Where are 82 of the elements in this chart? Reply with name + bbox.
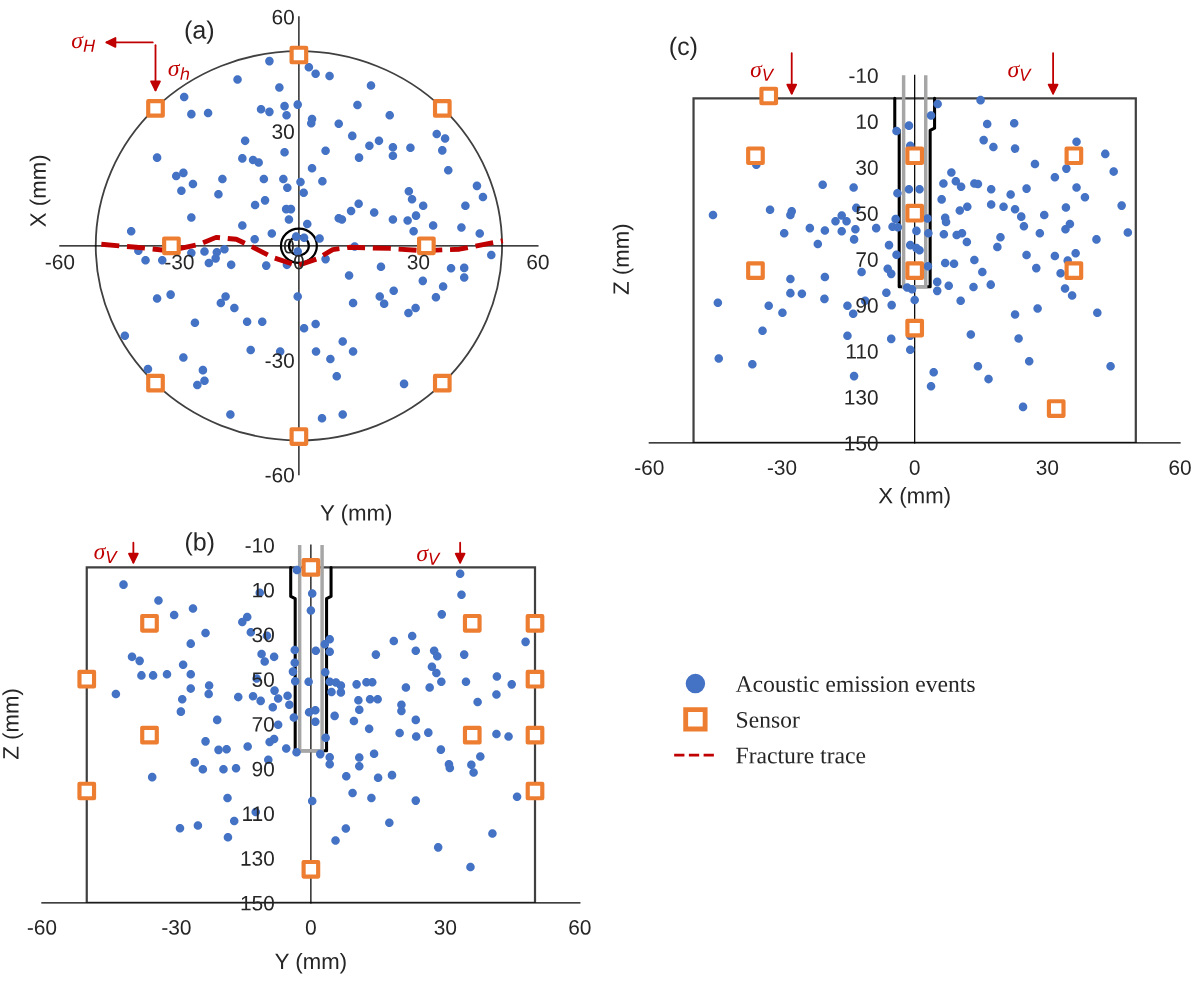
point: [462, 725, 482, 745]
x-tick-label: 30: [407, 254, 430, 270]
point: [905, 203, 925, 223]
point: [289, 45, 309, 65]
point: [146, 373, 165, 393]
point: [146, 99, 165, 118]
annotation: σ$_{V}$: [94, 546, 118, 563]
point: [525, 669, 545, 689]
point: [1064, 146, 1084, 166]
annotation: σ$_{V}$: [417, 548, 441, 565]
x-tick-label: 60: [569, 920, 591, 935]
point: [1046, 399, 1066, 418]
legend-label: Acoustic emission events: [735, 676, 975, 693]
point: [289, 427, 309, 446]
point: [525, 613, 545, 633]
annotation: (a): [185, 20, 214, 44]
y-tick-label: 60: [272, 9, 294, 25]
point: [77, 669, 97, 689]
legend-label: Sensor: [737, 711, 800, 728]
point: [140, 725, 159, 745]
y-tick-label: 50: [856, 206, 878, 221]
y-tick-label: -10: [245, 538, 274, 553]
y-tick-label: -10: [849, 68, 878, 84]
point: [525, 725, 545, 745]
y-tick-label: 30: [856, 160, 878, 175]
y-axis-title: X (mm): [29, 155, 51, 227]
point: [905, 261, 925, 281]
annotation: σ$_{V}$: [1008, 64, 1032, 81]
y-tick-label: 90: [856, 298, 878, 313]
point: [140, 613, 159, 633]
y-tick-label: 30: [272, 124, 294, 140]
x-tick-label: 0: [305, 920, 316, 935]
y-tick-label: 50: [252, 672, 274, 687]
x-tick-label: -30: [767, 460, 797, 475]
point: [905, 146, 925, 166]
annotation: σ$_{V}$: [750, 64, 775, 81]
point: [462, 613, 482, 633]
x-tick-label: -30: [162, 920, 191, 935]
point: [905, 318, 925, 338]
x-axis-title: Y (mm): [320, 504, 392, 526]
point: [301, 859, 321, 879]
legend-label: Fracture trace: [736, 747, 866, 764]
x-tick-label: 60: [527, 254, 549, 270]
x-axis-title: Y (mm): [275, 952, 346, 974]
y-tick-label: 110: [846, 344, 878, 359]
y-tick-label: 110: [243, 806, 274, 822]
point: [759, 86, 779, 106]
x-tick-label: 30: [434, 920, 457, 935]
text: (c): [670, 36, 697, 61]
x-tick-label: 0: [909, 460, 920, 475]
x-axis-title: X (mm): [878, 487, 950, 508]
x-tick-label: -60: [635, 460, 664, 475]
annotation: σ$_{h}$: [168, 63, 190, 80]
annotation: σ$_{H}$: [71, 35, 96, 52]
x-tick-label: -60: [45, 254, 75, 270]
x-tick-label: 60: [1169, 460, 1191, 475]
y-tick-label: 70: [252, 716, 274, 732]
y-tick-label: 10: [856, 114, 878, 130]
y-tick-label: 10: [253, 582, 274, 598]
y-tick-label: 90: [252, 761, 274, 777]
x-tick-label: 30: [1036, 460, 1059, 475]
line-series: [98, 234, 506, 269]
point: [416, 236, 436, 256]
point: [301, 558, 321, 577]
y-tick-label: 130: [845, 390, 878, 405]
x-tick-label: -60: [27, 920, 57, 935]
x-tick-label: -30: [165, 254, 194, 270]
point: [746, 261, 765, 281]
point: [77, 781, 97, 801]
y-axis-title: Z (mm): [612, 224, 634, 295]
x-tick-label: 0: [293, 254, 304, 270]
point: [525, 781, 545, 801]
point: [162, 236, 181, 256]
point: [432, 99, 452, 118]
y-axis-title: Z (mm): [2, 689, 24, 759]
point: [1064, 261, 1084, 281]
y-tick-label: 130: [241, 851, 274, 866]
point: [746, 146, 765, 166]
y-tick-label: 70: [856, 252, 878, 267]
y-tick-label: -30: [265, 353, 294, 368]
annotation: (b): [185, 532, 214, 556]
point: [432, 373, 452, 393]
